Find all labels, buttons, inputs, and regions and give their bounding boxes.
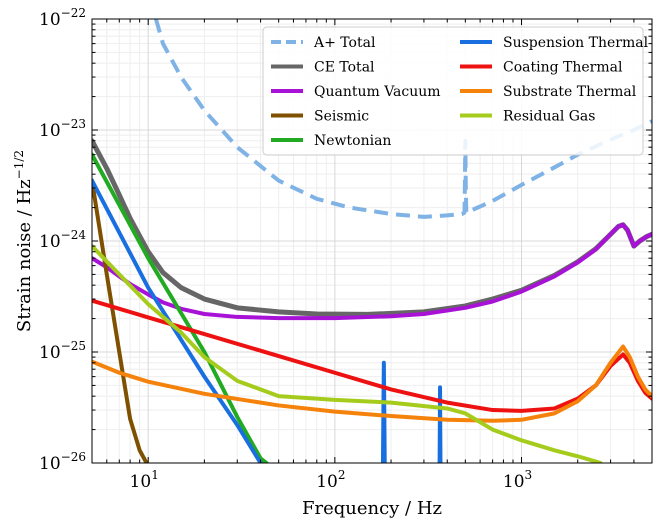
x-tick-label: 102 (316, 468, 345, 492)
legend: A+ Total CE Total Quantum Vacuum Seismic New… (262, 26, 649, 156)
y-tick-label: 10−24 (39, 228, 86, 252)
y-axis-label: Strain noise / Hz−1/2 (12, 150, 35, 332)
legend-label: Coating Thermal (503, 60, 623, 76)
y-tick-label: 10−22 (39, 6, 86, 30)
legend-box (262, 26, 644, 156)
y-tick-label: 10−26 (39, 450, 86, 474)
series-line-suspension-thermal (92, 178, 263, 463)
series-line-a-total (153, 19, 652, 219)
legend-label: Substrate Thermal (503, 84, 637, 100)
y-tick-label: 10−25 (39, 339, 86, 363)
x-tick-label: 101 (130, 468, 159, 492)
x-axis-label: Frequency / Hz (302, 498, 442, 519)
series-line-suspension-thermal-violin-harmonic (437, 385, 443, 463)
series-line-substrate-thermal (92, 344, 652, 423)
axis-ticks (91, 19, 653, 464)
legend-label: Residual Gas (503, 109, 595, 125)
legend-label: Suspension Thermal (503, 35, 649, 51)
series-line-newtonian (92, 152, 269, 463)
legend-label: Newtonian (314, 133, 391, 149)
legend-label: Seismic (314, 109, 369, 125)
x-tick-label: 103 (503, 468, 532, 492)
y-tick-label: 10−23 (39, 117, 86, 141)
tick-labels: 101 102 103 10−26 10−25 10−24 10−23 10−22 (39, 6, 532, 492)
legend-label: Quantum Vacuum (314, 84, 441, 100)
series-line-suspension-thermal-violin-modes (380, 360, 387, 463)
legend-label: A+ Total (313, 35, 376, 51)
series-line-residual-gas (92, 244, 603, 463)
legend-label: CE Total (314, 60, 375, 76)
series-layer (92, 19, 652, 463)
series-line-coating-thermal (92, 298, 652, 413)
